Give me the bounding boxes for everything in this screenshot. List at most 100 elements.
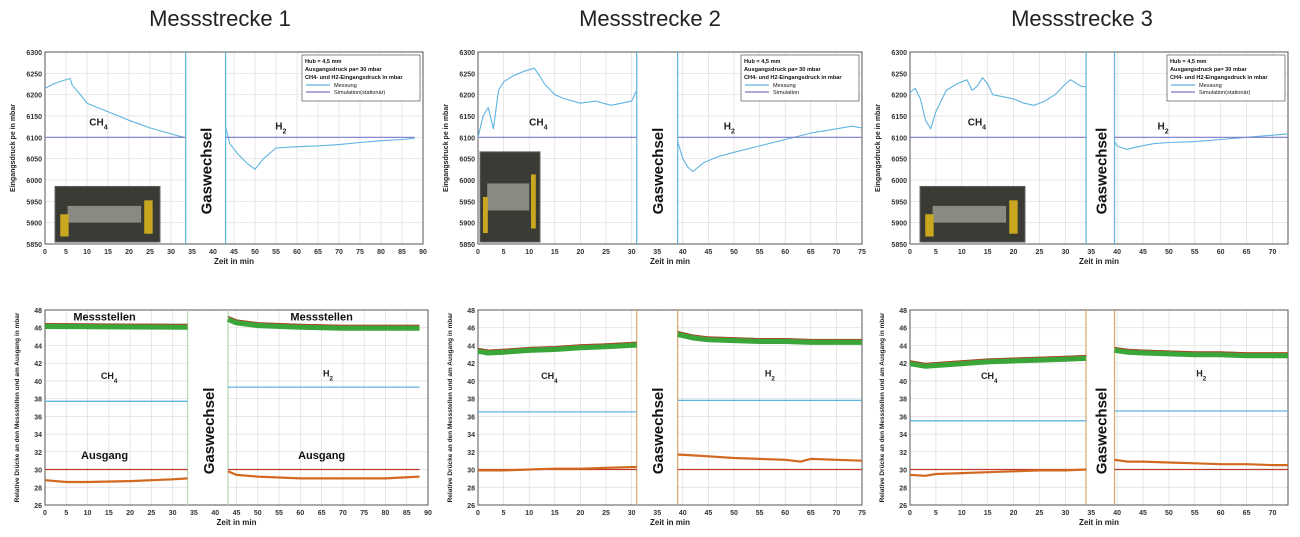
legend-text: Hub = 4,5 mm xyxy=(744,59,781,65)
legend-box xyxy=(301,54,421,102)
gas-label-h2: H2 xyxy=(765,368,776,382)
gap-label: Gaswechsel xyxy=(650,128,667,215)
x-tick-label: 15 xyxy=(984,249,992,256)
x-tick-label: 10 xyxy=(525,510,533,517)
y-tick-label: 6150 xyxy=(26,114,42,121)
y-tick-label: 38 xyxy=(34,397,42,404)
series-line xyxy=(477,67,638,138)
gas-label-h2: H2 xyxy=(724,122,735,136)
legend-text: Ausgangsdruck pa= 30 mbar xyxy=(305,67,382,73)
plot-frame xyxy=(909,309,1289,506)
gap-label: Gaswechsel xyxy=(201,388,218,475)
x-tick-label: 70 xyxy=(833,249,841,256)
x-tick-label: 25 xyxy=(146,249,154,256)
gas-label-ch4: CH4 xyxy=(981,371,998,385)
y-tick-label: 6250 xyxy=(26,71,42,78)
x-tick-label: 75 xyxy=(858,510,866,517)
y-tick-label: 28 xyxy=(467,485,475,492)
gas-label-h2: H2 xyxy=(275,122,286,136)
legend-label: Simulation(stationär) xyxy=(1199,90,1250,96)
x-tick-label: 25 xyxy=(147,510,155,517)
x-tick-label: 40 xyxy=(211,510,219,517)
setup-photo xyxy=(479,151,541,243)
x-tick-label: 80 xyxy=(382,510,390,517)
gas-label-h2: H2 xyxy=(1196,368,1207,382)
series-line xyxy=(44,323,188,325)
x-tick-label: 5 xyxy=(502,249,506,256)
x-tick-label: 55 xyxy=(1191,510,1199,517)
x-tick-label: 20 xyxy=(126,510,134,517)
x-tick-label: 70 xyxy=(1269,510,1277,517)
series-line xyxy=(677,330,862,345)
x-tick-label: 25 xyxy=(1036,510,1044,517)
y-tick-label: 5900 xyxy=(459,221,475,228)
gas-label-ch4: CH4 xyxy=(968,117,986,130)
y-tick-label: 6200 xyxy=(891,93,907,100)
x-tick-label: 30 xyxy=(167,249,175,256)
y-tick-label: 6250 xyxy=(891,71,907,78)
y-tick-label: 6050 xyxy=(891,157,907,164)
x-tick-label: 0 xyxy=(476,249,480,256)
y-tick-label: 32 xyxy=(34,450,42,457)
plot-frame xyxy=(477,51,863,245)
label-ausgang: Ausgang xyxy=(298,450,345,462)
y-tick-label: 48 xyxy=(899,308,907,315)
gap-region xyxy=(1087,53,1114,243)
x-tick-label: 45 xyxy=(1139,510,1147,517)
y-tick-label: 28 xyxy=(34,485,42,492)
x-tick-label: 55 xyxy=(756,510,764,517)
x-tick-label: 10 xyxy=(525,249,533,256)
x-tick-label: 70 xyxy=(1269,249,1277,256)
x-tick-label: 85 xyxy=(403,510,411,517)
y-tick-label: 6150 xyxy=(891,114,907,121)
photo-manifold xyxy=(67,205,142,223)
legend-label: Simulation(stationär) xyxy=(334,90,385,96)
x-tick-label: 70 xyxy=(335,249,343,256)
y-tick-label: 6050 xyxy=(459,157,475,164)
legend-label: Messung xyxy=(1199,83,1222,89)
x-tick-label: 60 xyxy=(1217,510,1225,517)
y-tick-label: 6100 xyxy=(891,135,907,142)
x-tick-label: 10 xyxy=(958,510,966,517)
x-tick-label: 30 xyxy=(169,510,177,517)
y-tick-label: 26 xyxy=(34,503,42,510)
y-tick-label: 40 xyxy=(467,379,475,386)
y-tick-label: 6300 xyxy=(891,50,907,57)
x-tick-label: 80 xyxy=(377,249,385,256)
gap-label: Gaswechsel xyxy=(1093,128,1110,215)
x-tick-label: 45 xyxy=(1139,249,1147,256)
x-tick-label: 5 xyxy=(502,510,506,517)
legend-text: Hub = 4,5 mm xyxy=(1170,59,1207,65)
y-tick-label: 6300 xyxy=(26,50,42,57)
y-tick-label: 32 xyxy=(467,450,475,457)
y-tick-label: 5900 xyxy=(891,221,907,228)
x-tick-label: 25 xyxy=(602,510,610,517)
series-line xyxy=(1114,346,1288,359)
gas-label-ch4: CH4 xyxy=(89,117,107,130)
y-axis-label: Relative Drücke an den Messstellen und a… xyxy=(14,312,21,502)
y-tick-label: 6050 xyxy=(26,157,42,164)
y-tick-label: 42 xyxy=(899,361,907,368)
x-tick-label: 55 xyxy=(1191,249,1199,256)
series-line xyxy=(677,125,863,173)
y-tick-label: 5950 xyxy=(26,199,42,206)
y-tick-label: 5850 xyxy=(459,242,475,249)
x-tick-label: 70 xyxy=(339,510,347,517)
x-tick-label: 10 xyxy=(958,249,966,256)
series-line xyxy=(478,465,637,472)
chart-top2: 5850590059506000605061006150620062506300… xyxy=(443,50,866,266)
x-tick-label: 35 xyxy=(653,249,661,256)
y-tick-label: 40 xyxy=(34,379,42,386)
x-tick-label: 65 xyxy=(807,510,815,517)
x-tick-label: 60 xyxy=(781,510,789,517)
y-tick-label: 6300 xyxy=(459,50,475,57)
legend-text: CH4- und H2-Eingangsdruck in mbar xyxy=(305,75,403,81)
legend-label: Messung xyxy=(773,83,796,89)
x-tick-label: 0 xyxy=(908,249,912,256)
y-tick-label: 44 xyxy=(899,343,907,350)
x-tick-label: 60 xyxy=(293,249,301,256)
setup-photo xyxy=(54,185,161,243)
series-line xyxy=(44,477,188,484)
y-tick-label: 26 xyxy=(899,503,907,510)
photo-support xyxy=(1009,200,1018,234)
